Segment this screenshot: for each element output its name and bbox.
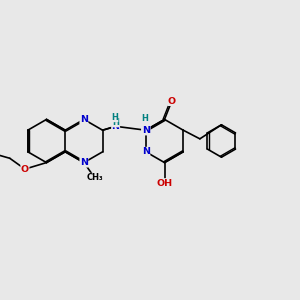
Text: OH: OH [157,178,172,188]
Text: O: O [21,165,29,174]
Text: O: O [168,97,176,106]
Text: H: H [112,118,119,127]
Text: N: N [142,126,150,135]
Text: N: N [142,126,150,135]
Text: N: N [112,122,120,131]
Text: H: H [141,114,148,123]
Text: N: N [80,158,88,167]
Text: CH₃: CH₃ [86,173,103,182]
Text: N: N [80,115,88,124]
Text: N: N [142,126,150,135]
Text: H: H [111,113,118,122]
Text: N: N [142,147,150,156]
